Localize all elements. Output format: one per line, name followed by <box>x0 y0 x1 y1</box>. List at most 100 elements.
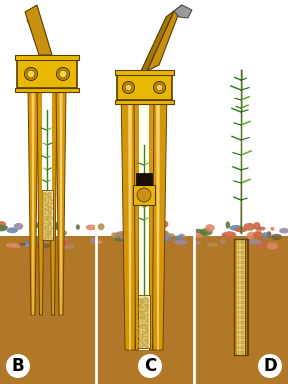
Ellipse shape <box>140 238 151 242</box>
Ellipse shape <box>193 229 203 233</box>
Ellipse shape <box>6 227 18 233</box>
Ellipse shape <box>19 242 26 246</box>
Polygon shape <box>27 15 42 55</box>
Polygon shape <box>31 88 35 315</box>
Ellipse shape <box>56 225 61 230</box>
Polygon shape <box>37 88 45 315</box>
Circle shape <box>59 70 67 78</box>
Ellipse shape <box>257 226 262 231</box>
Ellipse shape <box>31 223 38 229</box>
Ellipse shape <box>98 223 105 230</box>
Ellipse shape <box>179 233 185 238</box>
Polygon shape <box>149 85 167 350</box>
Text: C: C <box>144 357 156 375</box>
Polygon shape <box>60 88 62 315</box>
Ellipse shape <box>155 227 159 233</box>
Ellipse shape <box>0 225 8 230</box>
Circle shape <box>137 188 151 202</box>
Circle shape <box>27 70 35 78</box>
Ellipse shape <box>195 232 204 238</box>
Bar <box>194 236 288 384</box>
Ellipse shape <box>43 228 50 233</box>
Ellipse shape <box>60 230 67 236</box>
Bar <box>234 239 237 355</box>
Bar <box>136 173 152 185</box>
Ellipse shape <box>57 237 62 242</box>
Ellipse shape <box>248 239 262 244</box>
Bar <box>234 239 247 355</box>
Circle shape <box>122 81 134 93</box>
Ellipse shape <box>97 240 103 244</box>
Ellipse shape <box>57 237 62 241</box>
Ellipse shape <box>53 222 63 229</box>
Bar <box>15 55 79 60</box>
Bar <box>139 85 149 350</box>
Bar <box>143 85 145 350</box>
Ellipse shape <box>158 230 169 235</box>
Ellipse shape <box>140 226 148 232</box>
Ellipse shape <box>161 237 167 243</box>
Ellipse shape <box>174 240 188 245</box>
Ellipse shape <box>14 223 23 230</box>
Ellipse shape <box>59 236 68 242</box>
Ellipse shape <box>271 234 282 240</box>
Ellipse shape <box>256 243 267 248</box>
Bar <box>17 60 77 88</box>
Polygon shape <box>128 85 132 350</box>
Ellipse shape <box>243 223 255 231</box>
Ellipse shape <box>270 227 274 231</box>
Ellipse shape <box>266 242 278 250</box>
Bar <box>0 236 96 384</box>
Polygon shape <box>134 85 140 350</box>
Ellipse shape <box>140 242 154 250</box>
Ellipse shape <box>147 236 156 243</box>
Ellipse shape <box>175 235 183 240</box>
Ellipse shape <box>235 227 247 232</box>
Ellipse shape <box>162 235 168 240</box>
Circle shape <box>258 354 282 378</box>
Ellipse shape <box>222 233 226 237</box>
Ellipse shape <box>30 238 39 242</box>
Ellipse shape <box>145 234 152 238</box>
Bar <box>0 0 96 236</box>
Ellipse shape <box>39 242 47 246</box>
Ellipse shape <box>119 232 126 240</box>
Ellipse shape <box>24 241 35 247</box>
Ellipse shape <box>163 233 175 238</box>
Ellipse shape <box>223 231 236 238</box>
Ellipse shape <box>12 243 21 248</box>
Ellipse shape <box>253 222 260 230</box>
Ellipse shape <box>0 225 7 232</box>
Polygon shape <box>174 5 192 18</box>
Circle shape <box>138 354 162 378</box>
Ellipse shape <box>164 235 172 241</box>
Bar <box>237 239 245 355</box>
Ellipse shape <box>254 236 258 243</box>
Ellipse shape <box>37 243 50 248</box>
Ellipse shape <box>114 238 124 241</box>
Ellipse shape <box>6 243 16 248</box>
Circle shape <box>56 68 69 81</box>
Ellipse shape <box>55 224 60 228</box>
Ellipse shape <box>76 224 80 230</box>
Ellipse shape <box>220 238 226 245</box>
Ellipse shape <box>37 238 47 242</box>
Ellipse shape <box>129 236 140 241</box>
Ellipse shape <box>266 231 272 237</box>
Ellipse shape <box>262 232 268 239</box>
Ellipse shape <box>160 230 167 238</box>
Ellipse shape <box>114 233 128 238</box>
Polygon shape <box>156 85 160 350</box>
Text: D: D <box>263 357 277 375</box>
Polygon shape <box>56 88 66 315</box>
Circle shape <box>24 68 37 81</box>
Ellipse shape <box>111 232 118 238</box>
Ellipse shape <box>159 224 164 231</box>
Ellipse shape <box>240 237 245 242</box>
Polygon shape <box>49 88 57 315</box>
Polygon shape <box>148 85 154 350</box>
Ellipse shape <box>205 224 215 232</box>
Ellipse shape <box>143 231 153 238</box>
Bar <box>133 185 155 205</box>
Bar <box>46 88 48 234</box>
